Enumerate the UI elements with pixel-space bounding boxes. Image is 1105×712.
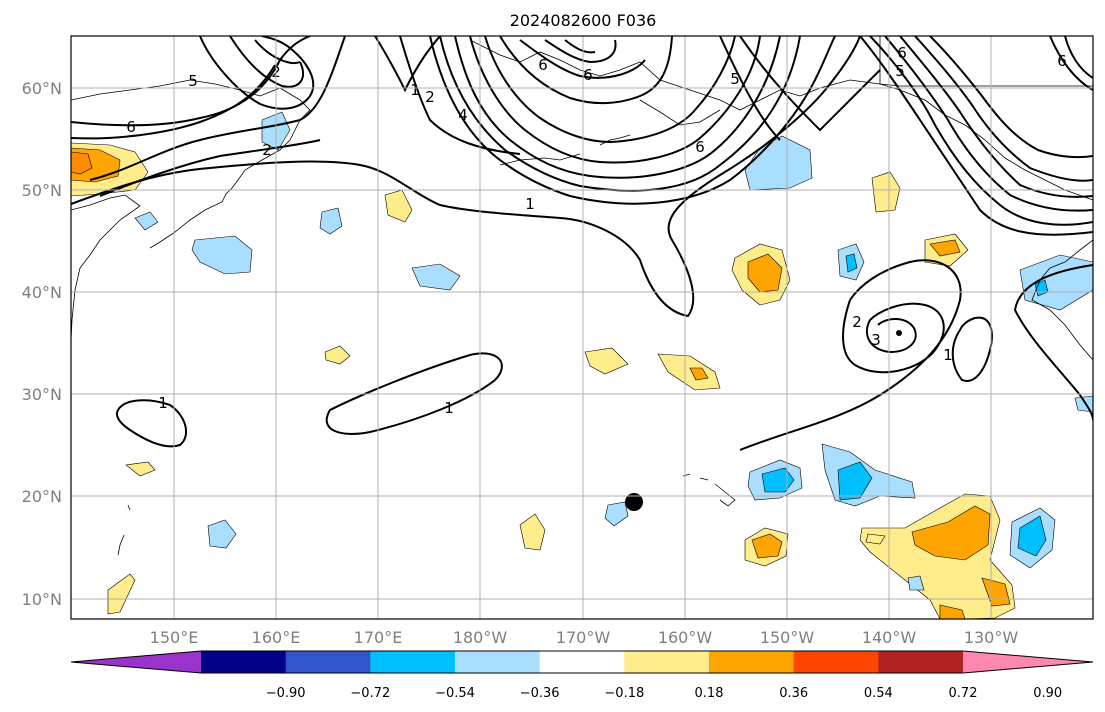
shaded-anomalies — [71, 111, 1093, 619]
lat-label: 30°N — [22, 385, 62, 404]
lon-label: 160°E — [252, 628, 301, 647]
anomaly-cyan — [1017, 515, 1047, 557]
lat-label: 50°N — [22, 181, 62, 200]
contour-label: 5 — [188, 72, 198, 90]
colorbar-extend-low — [71, 651, 201, 673]
latitude-labels: 60°N 50°N 40°N 30°N 20°N 10°N — [22, 79, 62, 609]
anomaly-yellow — [871, 171, 901, 213]
colorbar-segment — [709, 651, 795, 673]
contour-label: 6 — [897, 44, 907, 62]
lat-label: 20°N — [22, 487, 62, 506]
contour-label: 5 — [730, 70, 740, 88]
contour-label: 1 — [943, 346, 953, 364]
anomaly-lightblue — [191, 235, 253, 275]
anomaly-lightblue — [907, 575, 925, 591]
anomaly-yellow — [324, 345, 351, 365]
anomaly-lightblue — [744, 135, 813, 191]
lon-label: 170°E — [354, 628, 403, 647]
colorbar: −0.90 −0.72 −0.54 −0.36 −0.18 0.18 0.36 0.54 0.7… — [70, 650, 1094, 701]
colorbar-segment — [624, 651, 710, 673]
colorbar-tick-label: 0.18 — [695, 686, 724, 701]
anomaly-lightblue — [411, 263, 461, 291]
colorbar-tick-label: −0.54 — [435, 686, 475, 701]
colorbar-segment — [370, 651, 456, 673]
contour-lines — [71, 36, 1093, 451]
anomaly-lightblue — [319, 207, 343, 235]
lat-label: 60°N — [22, 79, 62, 98]
lat-label: 10°N — [22, 590, 62, 609]
lon-label: 140°W — [862, 628, 917, 647]
anomaly-yellow — [584, 347, 629, 375]
lat-label: 40°N — [22, 283, 62, 302]
lon-label: 150°W — [760, 628, 815, 647]
contour-label: 6 — [1057, 52, 1067, 70]
anomaly-lightblue — [134, 211, 159, 231]
anomaly-yellow — [125, 461, 156, 477]
contour-label: 1 — [158, 394, 168, 412]
anomaly-orange — [929, 239, 961, 257]
location-marker — [625, 493, 643, 511]
contour-label: 4 — [458, 106, 468, 124]
contour-value-labels: 6 5 2 2 1 2 4 6 6 6 5 6 5 1 1 1 2 3 1 6 — [126, 44, 1067, 417]
contour-label: 5 — [895, 62, 905, 80]
colorbar-outline — [70, 650, 1094, 674]
contour-label: 2 — [262, 141, 272, 159]
contour-label: 3 — [871, 331, 881, 349]
lon-label: 130°W — [964, 628, 1019, 647]
contour-label: 2 — [852, 313, 862, 331]
colorbar-segment — [878, 651, 964, 673]
anomaly-orange — [689, 367, 709, 381]
anomaly-lightblue — [1019, 254, 1093, 311]
anomaly-yellow — [865, 533, 886, 545]
anomaly-yellow — [384, 189, 413, 223]
contour-label: 1 — [444, 399, 454, 417]
map-area: 6 5 2 2 1 2 4 6 6 6 5 6 5 1 1 1 2 3 1 6 — [71, 36, 1093, 619]
anomaly-cyan — [761, 467, 795, 493]
colorbar-tick-label: −0.90 — [266, 686, 306, 701]
colorbar-segment — [793, 651, 879, 673]
colorbar-extend-high — [963, 651, 1093, 673]
anomaly-darkorange — [71, 151, 93, 175]
colorbar-tick-label: 0.36 — [779, 686, 808, 701]
anomaly-orange — [911, 505, 991, 561]
colorbar-tick-label: −0.18 — [604, 686, 644, 701]
coastlines — [71, 36, 1093, 556]
anomaly-cyan — [837, 461, 873, 501]
anomaly-orange — [939, 604, 966, 619]
anomaly-yellow — [657, 353, 721, 391]
chart-title: 2024082600 F036 — [510, 11, 657, 30]
colorbar-tick-label: −0.72 — [350, 686, 390, 701]
colorbar-tick-label: 0.90 — [1033, 686, 1062, 701]
lon-label: 180°W — [453, 628, 508, 647]
colorbar-tick-label: 0.54 — [864, 686, 893, 701]
colorbar-segment — [539, 651, 625, 673]
colorbar-segment — [455, 651, 541, 673]
colorbar-tick-label: −0.36 — [520, 686, 560, 701]
anomaly-yellow — [107, 573, 136, 615]
anomaly-cyan — [845, 253, 858, 273]
colorbar-tick-label: 0.72 — [949, 686, 978, 701]
lon-label: 150°E — [150, 628, 199, 647]
gridlines — [71, 36, 1093, 619]
contour-label: 6 — [538, 56, 548, 74]
contour-label: 2 — [425, 88, 435, 106]
contour-label: 6 — [695, 138, 705, 156]
contour-label: 1 — [410, 81, 420, 99]
anomaly-lightblue — [207, 519, 237, 549]
anomaly-orange — [747, 253, 783, 293]
longitude-labels: 150°E 160°E 170°E 180°W 170°W 160°W 150°… — [150, 628, 1019, 647]
colorbar-segment — [285, 651, 371, 673]
anomaly-yellow — [519, 513, 546, 551]
lon-label: 170°W — [556, 628, 611, 647]
contour-label: 1 — [525, 195, 535, 213]
lon-label: 160°W — [658, 628, 713, 647]
contour-label: 6 — [126, 118, 136, 136]
contour-label: 6 — [583, 66, 593, 84]
anomaly-lightblue — [604, 501, 629, 527]
colorbar-segment — [201, 651, 287, 673]
map-frame — [70, 35, 1094, 620]
low-center-dot — [896, 330, 902, 336]
anomaly-orange — [751, 533, 783, 559]
